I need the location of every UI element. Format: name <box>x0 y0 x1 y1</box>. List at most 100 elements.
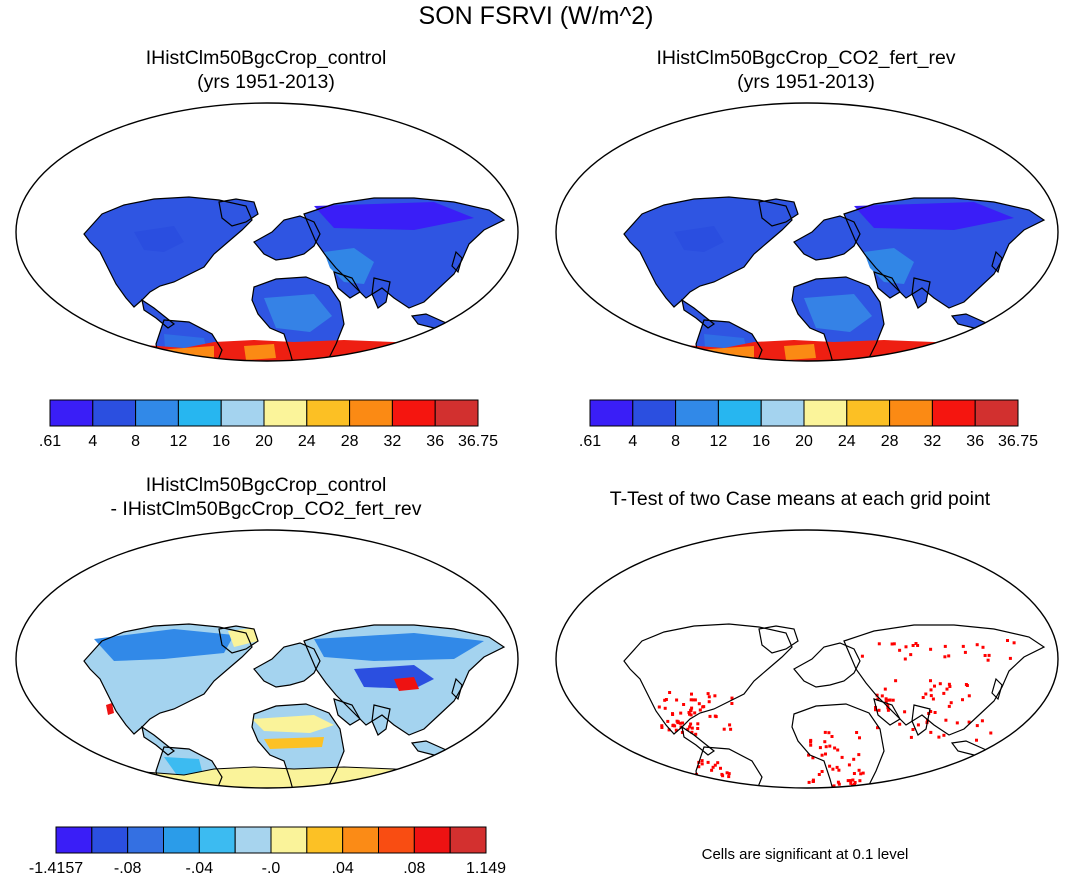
significant-cell <box>697 791 700 793</box>
significant-cell <box>707 700 711 704</box>
colorbar-tick-label: 12 <box>170 433 188 450</box>
significant-cell <box>924 692 928 696</box>
significant-cell <box>831 790 834 793</box>
significant-cell <box>663 698 667 702</box>
significant-cell <box>713 763 717 767</box>
colorbar-tick-label: .61 <box>39 433 61 450</box>
significant-cell <box>681 721 685 725</box>
colorbar-tick-label: 16 <box>752 433 770 450</box>
significant-cell <box>713 694 717 698</box>
significant-cell <box>837 768 841 772</box>
significant-cell <box>857 753 861 757</box>
significant-cell <box>831 767 835 771</box>
map-control <box>15 102 519 362</box>
colorbar-box <box>449 826 487 854</box>
colorbar-tick-label: 32 <box>384 433 402 450</box>
significant-cell <box>853 781 857 784</box>
significant-cell <box>833 746 837 750</box>
colorbar-tick-label: 4 <box>88 433 97 450</box>
colorbar-tick-label: 32 <box>924 433 942 450</box>
significant-cell <box>667 728 671 732</box>
colorbar-box <box>760 399 805 427</box>
significant-cell <box>721 774 725 778</box>
significant-cell <box>807 780 811 784</box>
significant-cell <box>729 782 733 786</box>
significant-cell <box>730 702 734 705</box>
significant-cell <box>965 790 968 793</box>
colorbar-tick-label: 36.75 <box>458 433 498 450</box>
colorbar-control-labels: .61 4 8 12 16 20 24 28 32 36 36.75 <box>39 433 498 450</box>
significant-cell <box>668 691 672 694</box>
significant-cell <box>711 765 715 769</box>
significant-cell <box>727 772 731 776</box>
significant-cell <box>689 698 693 702</box>
significant-cell <box>898 722 902 726</box>
significant-cell <box>693 711 697 715</box>
significant-cell <box>891 698 895 702</box>
significant-cell <box>933 684 936 688</box>
significant-cell <box>707 791 710 793</box>
colorbar-box <box>135 399 179 427</box>
significant-cell <box>916 723 920 727</box>
significant-cell <box>883 687 887 691</box>
colorbar-tick-label: .61 <box>579 433 601 450</box>
significant-cell <box>693 698 697 702</box>
significant-cell <box>713 714 717 718</box>
significant-cell <box>858 779 862 783</box>
significant-cell <box>995 788 998 791</box>
significant-cell <box>824 745 828 749</box>
significant-cell <box>823 740 827 744</box>
ttest-note: Cells are significant at 0.1 level <box>701 846 909 863</box>
significant-cell <box>660 724 664 728</box>
colorbar-tick-label: 1.149 <box>466 860 506 874</box>
significant-cell <box>909 653 913 657</box>
significant-cell <box>911 728 915 731</box>
significant-cell <box>730 696 734 700</box>
colorbar-tick-label: 8 <box>131 433 140 450</box>
significant-cell <box>827 731 831 735</box>
significant-cell <box>967 694 971 698</box>
colorbar-difference: -1.4157 -.08 -.04 -.0 .04 .08 1.149 <box>29 826 506 874</box>
colorbar-box <box>378 826 415 854</box>
significant-cell <box>861 771 865 775</box>
colorbar-box <box>846 399 891 427</box>
colorbar-tick-label: 28 <box>341 433 359 450</box>
colorbar-box <box>177 399 222 427</box>
panel-4-title: T-Test of two Case means at each grid po… <box>530 487 1070 511</box>
colorbar-tick-label: 28 <box>881 433 899 450</box>
significant-cell <box>728 723 732 727</box>
significant-cell <box>874 708 877 712</box>
significant-cell <box>1008 656 1012 660</box>
colorbar-box <box>163 826 200 854</box>
significant-cell <box>877 708 881 712</box>
significant-cell <box>694 791 697 793</box>
significant-cell <box>727 775 731 779</box>
significant-cell <box>674 728 678 732</box>
significant-cell <box>849 779 853 783</box>
panel-1-title-line1: IHistClm50BgcCrop_control <box>145 47 387 69</box>
significant-cell <box>700 762 704 766</box>
significant-cell <box>964 784 968 788</box>
significant-cell <box>963 650 967 654</box>
significant-cell <box>710 768 714 772</box>
colorbar-box <box>803 399 848 427</box>
significant-cell <box>943 655 947 659</box>
significant-cell <box>965 684 969 687</box>
significant-cell <box>675 698 679 702</box>
colorbar-tick-label: 20 <box>795 433 813 450</box>
significant-cell <box>948 685 952 688</box>
colorbar-box <box>413 826 451 854</box>
significant-cell <box>657 705 661 709</box>
colorbar-box <box>349 399 393 427</box>
significant-cell <box>884 697 888 701</box>
significant-cell <box>916 644 920 647</box>
colorbar-tick-label: -.04 <box>186 860 214 874</box>
panel-1-title-line2: (yrs 1951-2013) <box>197 71 335 93</box>
colorbar-box <box>55 826 93 854</box>
significant-cell <box>975 643 979 647</box>
significant-cell <box>809 740 813 744</box>
significant-cell <box>852 790 855 793</box>
colorbar-tick-label: 36 <box>426 433 444 450</box>
significant-cell <box>846 779 850 783</box>
colorbar-tick-label: -.08 <box>114 860 142 874</box>
